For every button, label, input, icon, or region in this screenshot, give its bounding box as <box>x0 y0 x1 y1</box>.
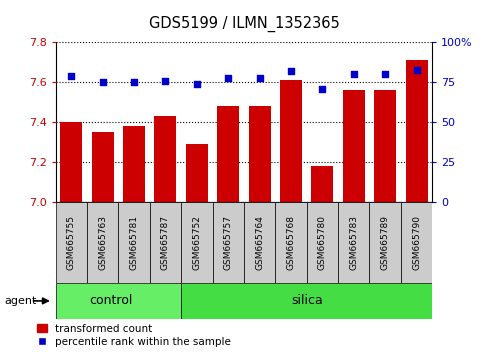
Point <box>256 75 264 80</box>
Bar <box>87 202 118 283</box>
Text: GSM665780: GSM665780 <box>318 215 327 270</box>
Bar <box>343 90 365 202</box>
Text: GSM665787: GSM665787 <box>161 215 170 270</box>
Text: GSM665768: GSM665768 <box>286 215 296 270</box>
Point <box>412 67 420 73</box>
Bar <box>307 202 338 283</box>
Point <box>350 72 357 77</box>
Text: agent: agent <box>5 296 37 306</box>
Bar <box>92 132 114 202</box>
Bar <box>213 202 244 283</box>
Bar <box>374 90 396 202</box>
Point <box>130 80 138 85</box>
Text: control: control <box>89 295 132 307</box>
Bar <box>401 202 432 283</box>
Bar <box>123 126 145 202</box>
Bar <box>249 106 270 202</box>
Bar <box>56 202 87 283</box>
Point <box>319 86 327 92</box>
Bar <box>56 283 181 319</box>
Bar <box>338 202 369 283</box>
Point <box>287 68 295 74</box>
Text: GSM665757: GSM665757 <box>224 215 233 270</box>
Bar <box>369 202 401 283</box>
Text: GDS5199 / ILMN_1352365: GDS5199 / ILMN_1352365 <box>149 16 339 32</box>
Legend: transformed count, percentile rank within the sample: transformed count, percentile rank withi… <box>37 324 231 347</box>
Text: GSM665752: GSM665752 <box>192 215 201 270</box>
Text: silica: silica <box>291 295 323 307</box>
Bar <box>150 202 181 283</box>
Point <box>382 72 389 77</box>
Bar <box>155 116 176 202</box>
Text: GSM665764: GSM665764 <box>255 215 264 270</box>
Text: GSM665755: GSM665755 <box>67 215 76 270</box>
Bar <box>275 202 307 283</box>
Bar <box>60 122 82 202</box>
Bar <box>181 202 213 283</box>
Text: GSM665789: GSM665789 <box>381 215 390 270</box>
Point <box>161 78 170 84</box>
Point <box>99 80 107 85</box>
Bar <box>406 61 427 202</box>
Text: GSM665763: GSM665763 <box>98 215 107 270</box>
Text: GSM665783: GSM665783 <box>349 215 358 270</box>
Bar <box>280 80 302 202</box>
Point <box>193 81 201 87</box>
Bar <box>118 202 150 283</box>
Text: GSM665790: GSM665790 <box>412 215 421 270</box>
Point <box>224 75 232 80</box>
Point <box>68 73 75 79</box>
Text: GSM665781: GSM665781 <box>129 215 139 270</box>
Bar <box>312 166 333 202</box>
Bar <box>217 106 239 202</box>
Bar <box>186 144 208 202</box>
Bar <box>181 283 432 319</box>
Bar <box>244 202 275 283</box>
